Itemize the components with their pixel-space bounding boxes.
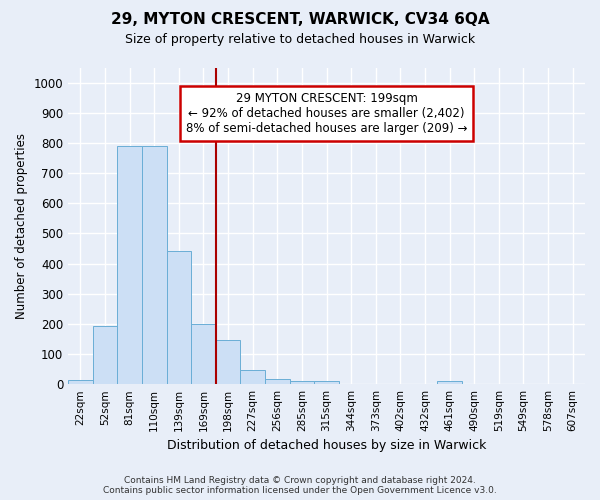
Bar: [142, 146, 167, 384]
Bar: [314, 381, 339, 384]
Bar: [241, 370, 265, 384]
Bar: [216, 340, 241, 384]
Bar: [117, 146, 142, 384]
Y-axis label: Number of detached properties: Number of detached properties: [15, 133, 28, 319]
Bar: [290, 381, 314, 384]
X-axis label: Distribution of detached houses by size in Warwick: Distribution of detached houses by size …: [167, 440, 486, 452]
Bar: [437, 381, 462, 384]
Text: 29, MYTON CRESCENT, WARWICK, CV34 6QA: 29, MYTON CRESCENT, WARWICK, CV34 6QA: [110, 12, 490, 28]
Bar: [92, 326, 117, 384]
Text: Contains public sector information licensed under the Open Government Licence v3: Contains public sector information licen…: [103, 486, 497, 495]
Bar: [167, 252, 191, 384]
Text: 29 MYTON CRESCENT: 199sqm
← 92% of detached houses are smaller (2,402)
8% of sem: 29 MYTON CRESCENT: 199sqm ← 92% of detac…: [186, 92, 467, 134]
Bar: [191, 324, 216, 384]
Text: Size of property relative to detached houses in Warwick: Size of property relative to detached ho…: [125, 32, 475, 46]
Text: Contains HM Land Registry data © Crown copyright and database right 2024.: Contains HM Land Registry data © Crown c…: [124, 476, 476, 485]
Bar: [265, 379, 290, 384]
Bar: [68, 380, 92, 384]
